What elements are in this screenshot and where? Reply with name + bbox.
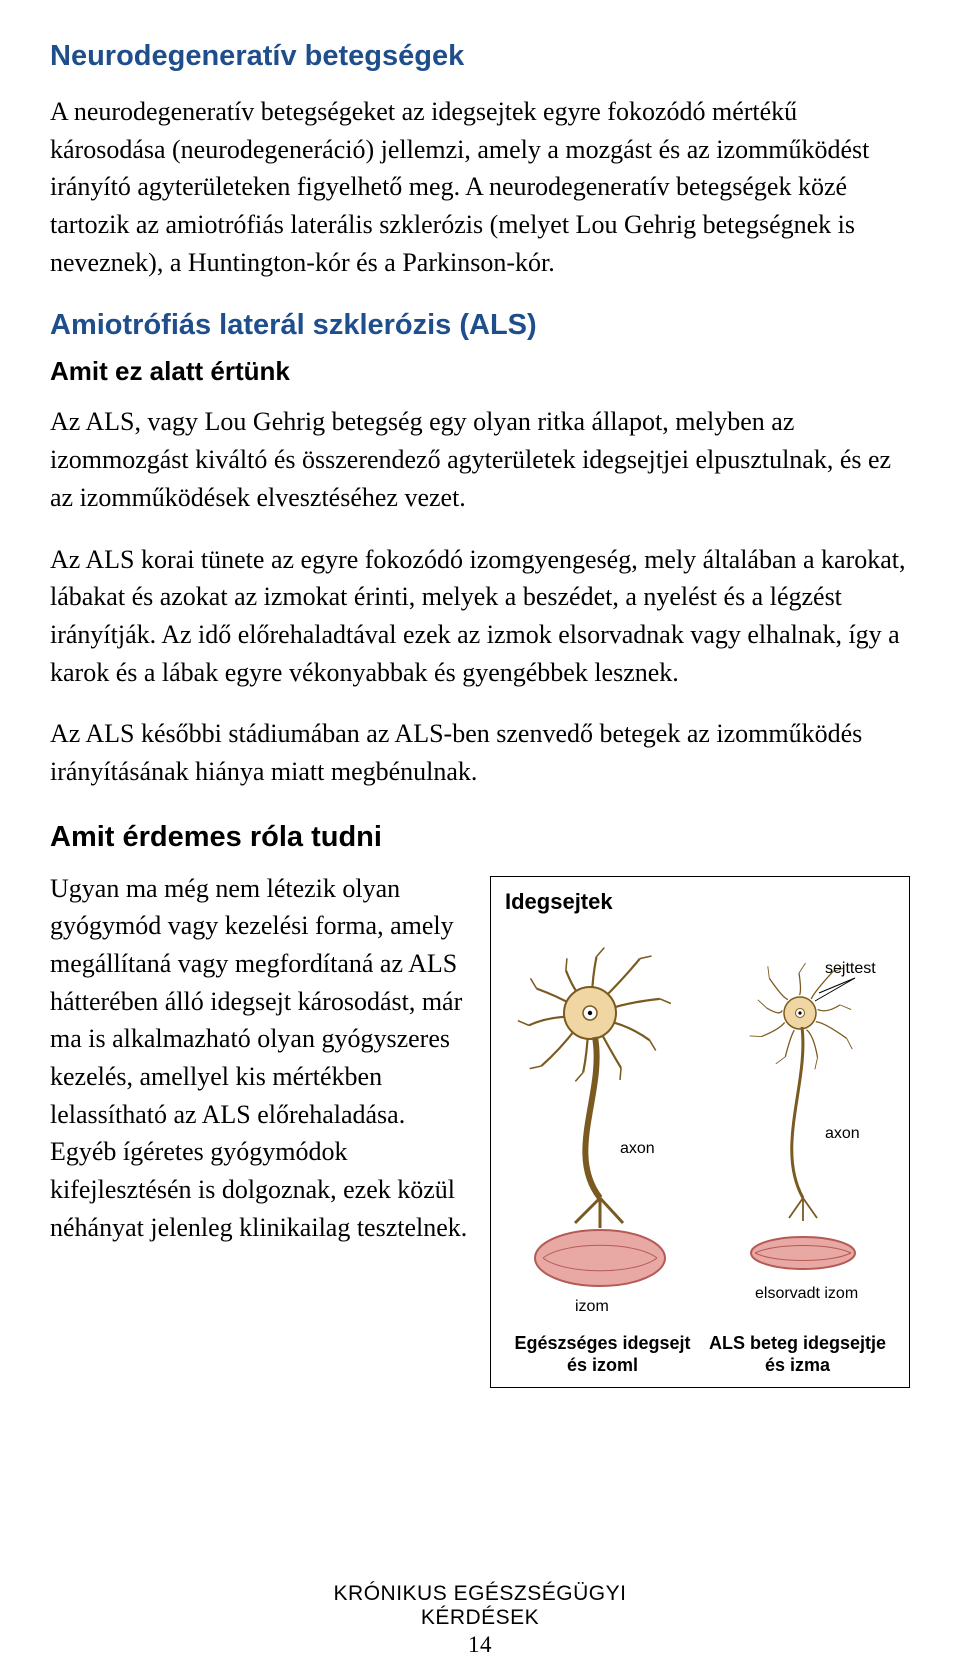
label-cell-body: sejttest <box>825 960 876 977</box>
neuron-figure: Idegsejtek <box>490 876 910 1388</box>
page-footer: KRÓNIKUS EGÉSZSÉGÜGYI KÉRDÉSEK 14 <box>0 1582 960 1658</box>
label-axon-left: axon <box>620 1140 655 1157</box>
figure-caption-right: ALS beteg idegsejtje és izma <box>704 1332 891 1377</box>
footer-line-2: KÉRDÉSEK <box>0 1606 960 1630</box>
figure-caption-left: Egészséges idegsejt és izoml <box>509 1332 696 1377</box>
als-paragraph-2: Az ALS korai tünete az egyre fokozódó iz… <box>50 541 910 692</box>
page-number: 14 <box>0 1632 960 1658</box>
healthy-neuron <box>518 947 671 1285</box>
als-paragraph-1: Az ALS, vagy Lou Gehrig betegség egy oly… <box>50 403 910 516</box>
subheading-what: Amit ez alatt értünk <box>50 356 910 387</box>
als-heading: Amiotrófiás laterál szklerózis (ALS) <box>50 309 910 342</box>
label-muscle-left: izom <box>575 1298 609 1315</box>
know-paragraph: Ugyan ma még nem létezik olyan gyógymód … <box>50 870 472 1247</box>
als-neuron <box>750 963 855 1269</box>
neuron-diagram-svg: axon izom sejtte <box>505 923 895 1323</box>
intro-paragraph: A neurodegeneratív betegségeket az idegs… <box>50 93 910 281</box>
als-paragraph-3: Az ALS későbbi stádiumában az ALS-ben sz… <box>50 715 910 790</box>
page-title: Neurodegeneratív betegségek <box>50 40 910 73</box>
footer-line-1: KRÓNIKUS EGÉSZSÉGÜGYI <box>0 1582 960 1606</box>
label-axon-right: axon <box>825 1125 860 1142</box>
subheading-know: Amit érdemes róla tudni <box>50 821 910 854</box>
label-muscle-right: elsorvadt izom <box>755 1285 858 1302</box>
figure-title: Idegsejtek <box>505 889 895 915</box>
